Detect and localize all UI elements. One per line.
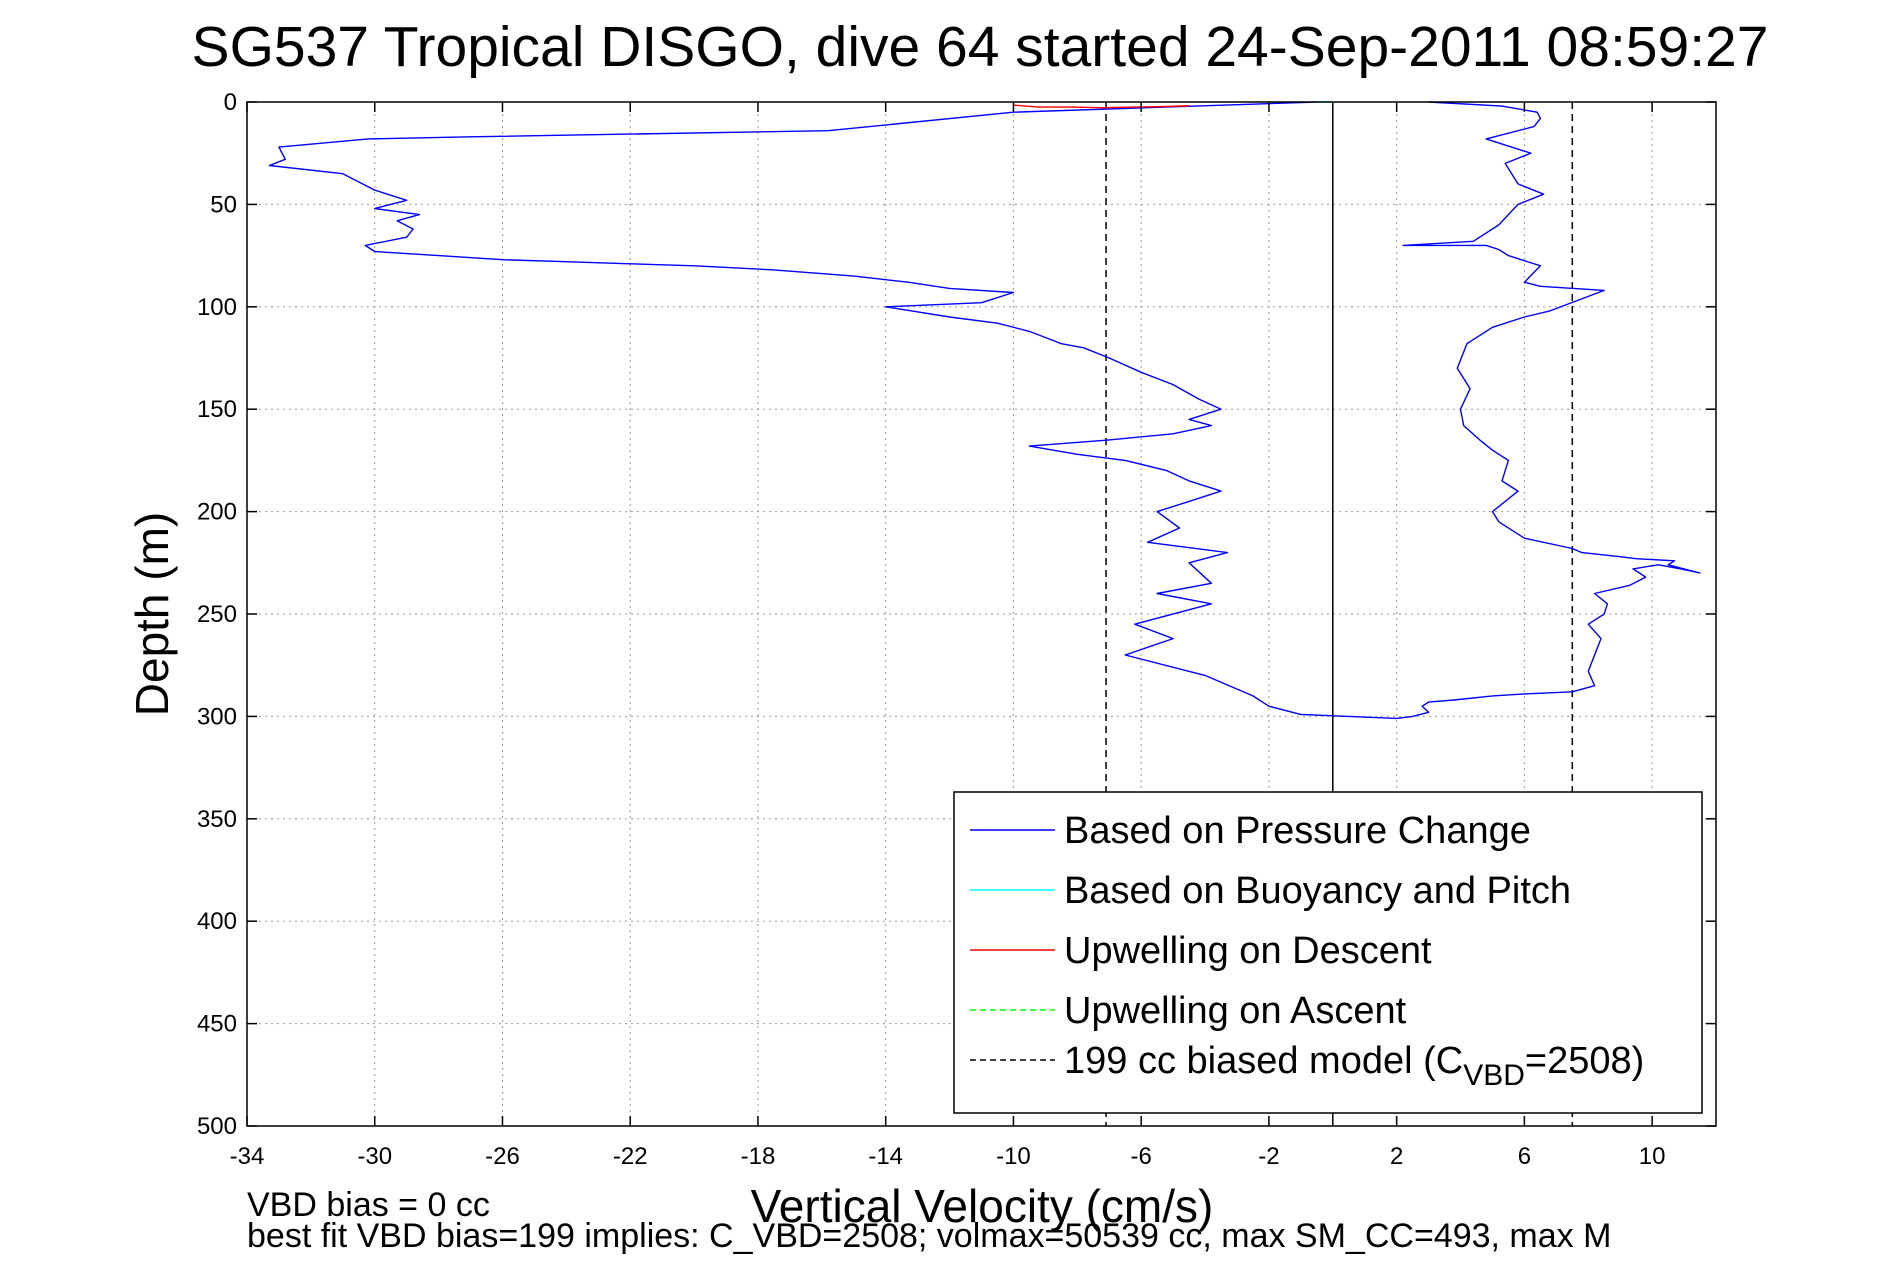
y-tick-label: 100 — [197, 294, 237, 321]
y-tick-label: 150 — [197, 396, 237, 423]
x-tick-label: -10 — [996, 1143, 1031, 1170]
x-tick-label: 2 — [1390, 1143, 1403, 1170]
x-tick-label: -26 — [485, 1143, 520, 1170]
legend-label: Based on Pressure Change — [1064, 810, 1531, 852]
series-group — [268, 101, 1701, 720]
x-tick-label: -22 — [613, 1143, 648, 1170]
note-vbd-bias: VBD bias = 0 cc — [247, 1186, 490, 1224]
legend-label: Based on Buoyancy and Pitch — [1064, 870, 1571, 912]
y-tick-label: 250 — [197, 601, 237, 628]
x-tick-label: -14 — [868, 1143, 903, 1170]
x-tick-label: -34 — [230, 1143, 265, 1170]
y-axis-ticks: 0 50 100 150 200 250 300 350 400 450 500 — [197, 89, 1716, 1140]
y-tick-label: 50 — [210, 191, 237, 218]
x-axis-label: Vertical Velocity (cm/s) — [751, 1180, 1214, 1232]
y-axis-label: Depth (m) — [126, 512, 178, 716]
legend-label: Upwelling on Ascent — [1064, 990, 1407, 1032]
series-line-2 — [1013, 104, 1190, 109]
note-best-fit: best fit VBD bias=199 implies: C_VBD=250… — [247, 1217, 1611, 1255]
series-line-0 — [268, 101, 1701, 720]
y-tick-label: 0 — [224, 89, 237, 116]
x-tick-label: 10 — [1639, 1143, 1666, 1170]
x-axis-ticks: -34 -30 -26 -22 -18 -14 -10 -6 -2 2 6 10 — [230, 102, 1666, 1170]
legend-label: Upwelling on Descent — [1064, 930, 1432, 972]
chart-title: SG537 Tropical DISGO, dive 64 started 24… — [192, 15, 1769, 79]
legend-suffix: =2508) — [1525, 1040, 1644, 1082]
x-tick-label: -2 — [1258, 1143, 1279, 1170]
y-tick-label: 300 — [197, 703, 237, 730]
y-tick-label: 350 — [197, 806, 237, 833]
y-tick-label: 500 — [197, 1113, 237, 1140]
legend: Based on Pressure Change Based on Buoyanc… — [953, 791, 1703, 1114]
y-tick-label: 400 — [197, 908, 237, 935]
y-tick-label: 200 — [197, 499, 237, 526]
legend-subscript: VBD — [1463, 1059, 1525, 1092]
x-tick-label: 6 — [1518, 1143, 1531, 1170]
y-tick-label: 450 — [197, 1011, 237, 1038]
x-tick-label: -18 — [741, 1143, 776, 1170]
legend-box — [953, 791, 1703, 1114]
x-tick-label: -6 — [1131, 1143, 1152, 1170]
x-tick-label: -30 — [357, 1143, 392, 1170]
